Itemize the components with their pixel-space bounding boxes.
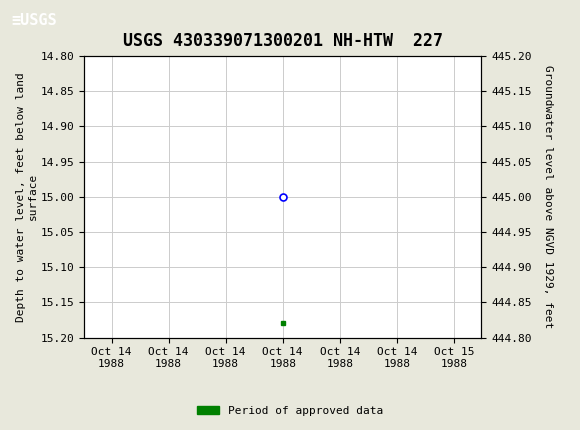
Legend: Period of approved data: Period of approved data [193,401,387,420]
Y-axis label: Groundwater level above NGVD 1929, feet: Groundwater level above NGVD 1929, feet [543,65,553,329]
Title: USGS 430339071300201 NH-HTW  227: USGS 430339071300201 NH-HTW 227 [123,32,443,50]
Text: ≡USGS: ≡USGS [12,13,57,28]
Y-axis label: Depth to water level, feet below land
surface: Depth to water level, feet below land su… [16,72,38,322]
